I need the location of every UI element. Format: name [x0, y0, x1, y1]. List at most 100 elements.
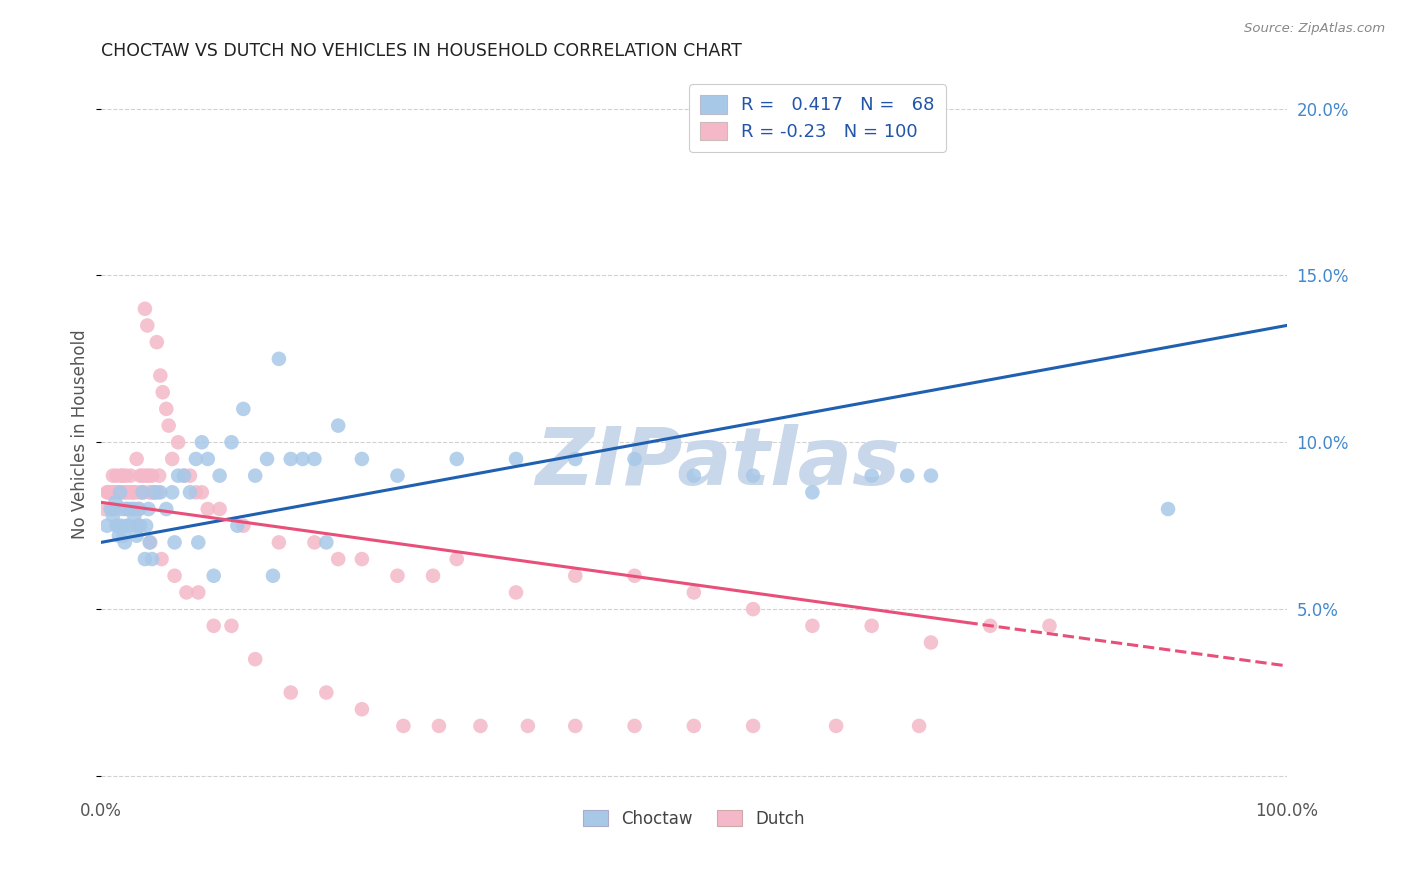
Point [115, 518, 138, 533]
Point [315, 685, 337, 699]
Point [107, 485, 129, 500]
Point [114, 535, 136, 549]
Point [245, 652, 267, 666]
Point [184, 485, 207, 500]
Point [208, 502, 231, 516]
Point [682, 719, 704, 733]
Point [128, 502, 150, 516]
Point [304, 535, 326, 549]
Point [427, 719, 450, 733]
Point [387, 468, 409, 483]
Point [262, 568, 284, 582]
Point [93, 502, 115, 516]
Point [157, 418, 180, 433]
Point [179, 485, 201, 500]
Point [115, 502, 138, 516]
Point [115, 502, 138, 516]
Point [105, 518, 128, 533]
Point [135, 518, 157, 533]
Point [256, 452, 278, 467]
Point [173, 468, 195, 483]
Point [141, 468, 163, 483]
Point [149, 368, 172, 383]
Point [623, 568, 645, 582]
Point [115, 468, 138, 483]
Point [120, 502, 142, 516]
Point [160, 452, 183, 467]
Point [742, 468, 765, 483]
Point [197, 502, 219, 516]
Point [107, 518, 129, 533]
Point [920, 635, 942, 649]
Point [127, 518, 149, 533]
Point [350, 702, 373, 716]
Point [135, 468, 157, 483]
Point [801, 619, 824, 633]
Point [129, 518, 152, 533]
Text: CHOCTAW VS DUTCH NO VEHICLES IN HOUSEHOLD CORRELATION CHART: CHOCTAW VS DUTCH NO VEHICLES IN HOUSEHOL… [101, 42, 742, 60]
Point [110, 518, 132, 533]
Point [104, 502, 127, 516]
Point [221, 435, 243, 450]
Point [280, 685, 302, 699]
Point [108, 485, 131, 500]
Point [145, 485, 167, 500]
Point [280, 452, 302, 467]
Point [163, 568, 186, 582]
Point [141, 552, 163, 566]
Point [155, 502, 177, 516]
Point [328, 418, 350, 433]
Point [96, 485, 118, 500]
Point [136, 318, 159, 333]
Point [131, 485, 153, 500]
Point [979, 619, 1001, 633]
Point [392, 719, 415, 733]
Point [139, 485, 162, 500]
Point [108, 485, 131, 500]
Point [121, 485, 143, 500]
Point [160, 485, 183, 500]
Point [127, 518, 149, 533]
Text: Source: ZipAtlas.com: Source: ZipAtlas.com [1244, 22, 1385, 36]
Point [350, 452, 373, 467]
Point [505, 452, 527, 467]
Point [623, 719, 645, 733]
Point [179, 468, 201, 483]
Point [167, 468, 190, 483]
Point [197, 452, 219, 467]
Point [184, 452, 207, 467]
Point [860, 468, 883, 483]
Point [110, 468, 132, 483]
Point [682, 468, 704, 483]
Point [226, 518, 249, 533]
Point [191, 435, 214, 450]
Point [202, 568, 225, 582]
Point [187, 585, 209, 599]
Text: ZIPatlas: ZIPatlas [536, 424, 900, 501]
Point [176, 585, 198, 599]
Point [98, 485, 121, 500]
Point [138, 468, 160, 483]
Point [505, 585, 527, 599]
Point [125, 452, 148, 467]
Point [163, 535, 186, 549]
Point [122, 502, 145, 516]
Point [202, 619, 225, 633]
Y-axis label: No Vehicles in Household: No Vehicles in Household [72, 329, 89, 539]
Point [108, 485, 131, 500]
Point [304, 452, 326, 467]
Point [446, 552, 468, 566]
Point [112, 529, 135, 543]
Point [118, 485, 141, 500]
Point [117, 518, 139, 533]
Point [221, 619, 243, 633]
Point [146, 485, 169, 500]
Point [138, 535, 160, 549]
Point [801, 485, 824, 500]
Point [350, 552, 373, 566]
Point [100, 502, 122, 516]
Point [131, 485, 153, 500]
Point [96, 518, 118, 533]
Point [152, 385, 174, 400]
Point [742, 602, 765, 616]
